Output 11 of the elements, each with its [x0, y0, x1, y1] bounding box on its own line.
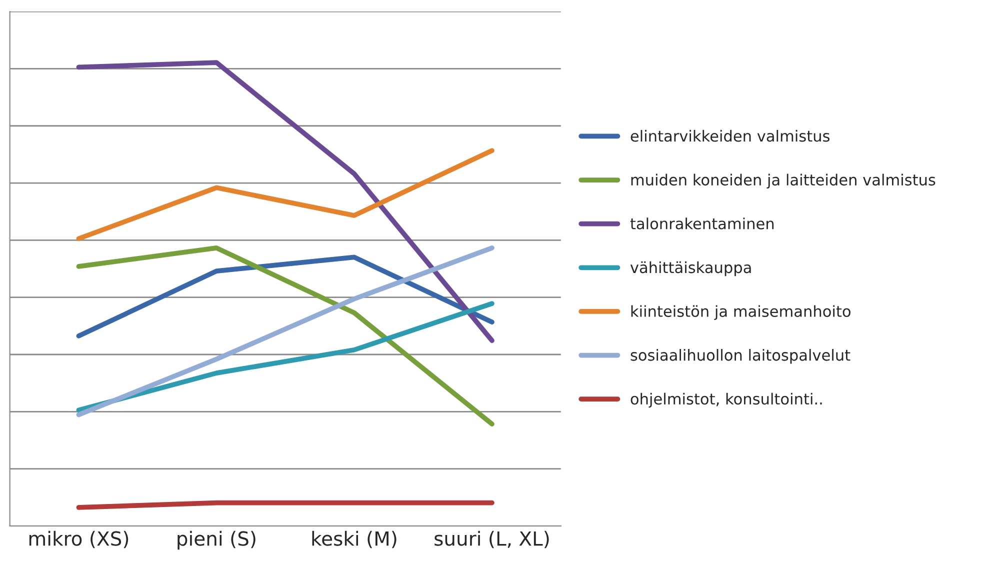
x-tick-label: keski (M)	[312, 530, 396, 548]
legend-label: muiden koneiden ja laitteiden valmistus	[631, 174, 936, 189]
legend-label: kiinteistön ja maisemanhoito	[631, 305, 850, 320]
legend-label: elintarvikkeiden valmistus	[630, 130, 830, 142]
x-tick-label: suuri (L, XL)	[434, 530, 549, 548]
legend-label: talonrakentaminen	[630, 218, 774, 230]
x-tick-label: pieni (S)	[178, 530, 256, 550]
legend-label: vähittäiskauppa	[630, 261, 751, 276]
legend-label: sosiaalihuollon laitospalvelut	[630, 349, 850, 364]
legend-label: ohjelmistot, konsultointi..	[630, 392, 822, 408]
x-tick-label: mikro (XS)	[29, 530, 128, 548]
